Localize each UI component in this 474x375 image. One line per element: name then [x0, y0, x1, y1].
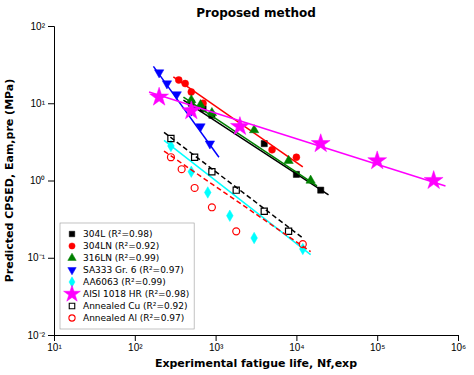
- point: [269, 146, 276, 153]
- y-axis-tick-label: 10⁻¹: [28, 252, 46, 263]
- x-axis-tick-label: 10³: [209, 342, 224, 353]
- y-axis-tick-label: 10⁻²: [28, 330, 46, 341]
- point: [261, 208, 267, 214]
- trend-line: [183, 97, 317, 186]
- y-axis-tick: 10⁻¹: [28, 252, 54, 263]
- point: [208, 204, 215, 211]
- point: [299, 241, 306, 248]
- legend-symbol: [68, 253, 76, 260]
- y-axis-tick-label: 10²: [31, 21, 46, 32]
- y-axis-tick-mark: [48, 26, 54, 27]
- x-axis-tick-label: 10⁵: [370, 342, 385, 353]
- point: [204, 187, 211, 198]
- y-axis: 10⁻² 10⁻¹ 10⁰ 10¹ 10²: [28, 21, 55, 341]
- chart-container: 10¹ 10² 10³ 10⁴ 10⁵ 10⁶ 10⁻² 10⁻¹ 10⁰ 10¹ 10² 304L …: [0, 0, 474, 375]
- x-axis: 10¹ 10² 10³ 10⁴ 10⁵ 10⁶: [47, 335, 466, 353]
- point: [231, 117, 250, 135]
- point: [162, 81, 171, 89]
- legend-symbol: [69, 303, 75, 309]
- point: [196, 124, 205, 132]
- x-axis-title: Experimental fatigue life, Nf,exp: [155, 357, 357, 370]
- point: [251, 232, 258, 243]
- x-axis-tick: 10³: [209, 335, 224, 353]
- legend-label: AISI 1018 HR (R²=0.98): [83, 289, 189, 299]
- point: [285, 228, 291, 234]
- legend-label: SA333 Gr. 6 (R²=0.97): [83, 265, 184, 275]
- y-axis-title: Predicted CPSED, Eam,pre (MPa): [3, 79, 16, 283]
- x-axis-tick-mark: [377, 335, 378, 341]
- y-axis-tick: 10⁻²: [28, 330, 54, 341]
- y-axis-tick: 10⁰: [30, 175, 54, 186]
- point: [306, 175, 315, 183]
- x-axis-tick-mark: [216, 335, 217, 341]
- point: [168, 135, 174, 141]
- point: [284, 155, 293, 163]
- point: [293, 154, 300, 161]
- x-axis-tick-label: 10²: [128, 342, 143, 353]
- point: [182, 101, 201, 119]
- legend-box: [60, 223, 194, 329]
- legend-label: 304LN (R²=0.92): [83, 241, 159, 251]
- x-axis-tick: 10²: [128, 335, 143, 353]
- y-axis-tick: 10²: [31, 21, 54, 32]
- x-axis-tick: 10⁵: [370, 335, 385, 353]
- legend-symbol: [64, 285, 81, 301]
- point: [175, 77, 182, 84]
- legend-symbol: [69, 243, 75, 249]
- y-axis-tick: 10¹: [31, 98, 54, 109]
- x-axis-tick: 10⁴: [289, 335, 304, 353]
- y-axis-line: [48, 27, 55, 336]
- point: [172, 92, 181, 100]
- point: [154, 70, 163, 78]
- x-axis-tick-mark: [296, 335, 297, 341]
- point: [233, 187, 239, 193]
- legend-label: 304L (R²=0.98): [83, 229, 153, 239]
- x-axis-tick: 10¹: [47, 335, 62, 353]
- plot: 10¹ 10² 10³ 10⁴ 10⁵ 10⁶ 10⁻² 10⁻¹ 10⁰ 10¹ 10² 304L …: [28, 21, 467, 353]
- point: [318, 187, 324, 193]
- point: [191, 185, 198, 192]
- x-axis-tick-label: 10⁶: [451, 342, 466, 353]
- point: [209, 169, 215, 175]
- y-axis-tick-mark: [48, 181, 54, 182]
- legend-label: AA6063 (R²=0.99): [83, 277, 166, 287]
- legend-label: Annealed Cu (R²=0.92): [83, 301, 188, 311]
- point: [205, 141, 214, 149]
- y-axis-tick-label: 10¹: [31, 98, 46, 109]
- point: [227, 210, 234, 221]
- trend-line: [183, 100, 328, 195]
- x-axis-tick-label: 10¹: [47, 342, 62, 353]
- point: [299, 243, 306, 254]
- point: [182, 80, 189, 87]
- legend-label: Annealed Al (R²=0.97): [83, 313, 184, 323]
- legend-symbol: [69, 231, 75, 237]
- x-axis-line: [55, 336, 459, 342]
- legend: 304L (R²=0.98) 304LN (R²=0.92) 316LN (R²=0…: [60, 223, 194, 329]
- point: [368, 151, 387, 169]
- point: [150, 87, 169, 105]
- point: [233, 228, 240, 235]
- point: [311, 134, 330, 152]
- point: [167, 154, 174, 161]
- point: [192, 154, 198, 160]
- legend-symbol: [68, 268, 76, 275]
- x-axis-tick-mark: [458, 335, 459, 341]
- x-axis-tick-mark: [135, 335, 136, 341]
- y-axis-tick-mark: [48, 258, 54, 259]
- y-axis-tick-mark: [48, 103, 54, 104]
- point: [424, 171, 443, 189]
- y-axis-tick-label: 10⁰: [30, 175, 45, 186]
- x-axis-tick-label: 10⁴: [289, 342, 304, 353]
- trend-line: [153, 66, 219, 157]
- legend-symbol: [69, 315, 75, 321]
- y-axis-tick-mark: [48, 335, 54, 336]
- legend-label: 316LN (R²=0.99): [83, 253, 159, 263]
- title: Proposed method: [196, 6, 316, 20]
- trend-line: [164, 132, 303, 238]
- chart: 10¹ 10² 10³ 10⁴ 10⁵ 10⁶ 10⁻² 10⁻¹ 10⁰ 10¹ 10² 304L …: [0, 0, 474, 375]
- point: [178, 166, 185, 173]
- x-axis-tick: 10⁶: [451, 335, 466, 353]
